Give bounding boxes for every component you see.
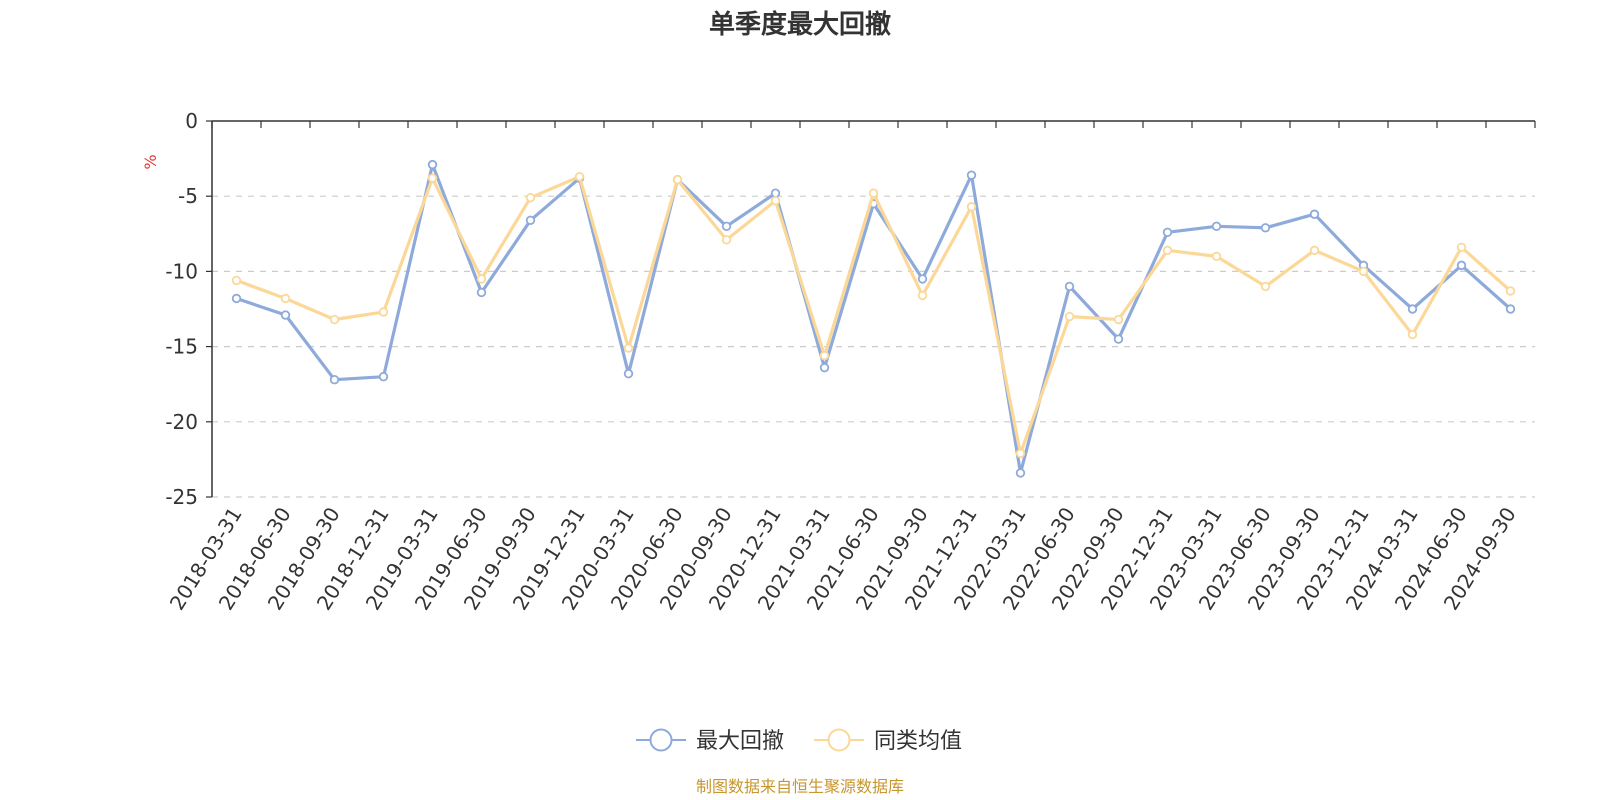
- data-point[interactable]: [329, 314, 340, 325]
- data-point[interactable]: [427, 173, 438, 183]
- data-point[interactable]: [1358, 266, 1369, 277]
- data-point[interactable]: [1064, 281, 1075, 292]
- source-note: 制图数据来自恒生聚源数据库: [696, 777, 904, 796]
- series-line: [235, 163, 1512, 475]
- data-point[interactable]: [1015, 448, 1026, 459]
- data-point[interactable]: [1162, 227, 1173, 237]
- data-point[interactable]: [721, 235, 732, 245]
- data-point[interactable]: [1407, 304, 1418, 314]
- data-point[interactable]: [1113, 314, 1124, 325]
- data-point[interactable]: [525, 193, 536, 203]
- legend-label: 同类均值: [874, 729, 962, 754]
- x-tick-labels: 2018-03-312018-06-302018-09-302018-12-31…: [165, 503, 1521, 614]
- data-point[interactable]: [917, 290, 928, 301]
- data-point[interactable]: [966, 202, 977, 212]
- data-point[interactable]: [231, 293, 242, 304]
- data-point[interactable]: [231, 275, 242, 286]
- legend-label: 最大回撤: [696, 729, 784, 754]
- legend-marker-icon: [827, 728, 851, 752]
- y-tick-label: -15: [165, 335, 198, 359]
- data-point[interactable]: [770, 196, 781, 206]
- data-point[interactable]: [1407, 329, 1418, 340]
- data-point[interactable]: [1211, 251, 1222, 262]
- y-tick-label: -5: [178, 184, 198, 208]
- data-point[interactable]: [280, 310, 291, 320]
- data-point[interactable]: [574, 171, 585, 182]
- data-point[interactable]: [1505, 304, 1516, 314]
- data-point[interactable]: [427, 159, 438, 170]
- chart-title: 单季度最大回撤: [709, 9, 891, 40]
- data-point[interactable]: [280, 293, 291, 304]
- data-point[interactable]: [770, 188, 781, 198]
- data-point[interactable]: [1309, 245, 1320, 256]
- series-1: [231, 159, 1516, 478]
- data-point[interactable]: [966, 170, 977, 180]
- series-layer: [231, 159, 1516, 478]
- data-point[interactable]: [1456, 242, 1467, 253]
- data-point[interactable]: [1309, 209, 1320, 219]
- data-point[interactable]: [819, 362, 830, 373]
- data-point[interactable]: [1211, 221, 1222, 231]
- data-point[interactable]: [819, 350, 830, 361]
- data-point[interactable]: [378, 371, 389, 382]
- legend-item-2[interactable]: 同类均值: [814, 728, 962, 754]
- data-point[interactable]: [1064, 311, 1075, 322]
- data-point[interactable]: [378, 307, 389, 317]
- data-point[interactable]: [623, 368, 634, 379]
- data-point[interactable]: [476, 287, 487, 298]
- data-point[interactable]: [1260, 223, 1271, 233]
- data-point[interactable]: [1456, 260, 1467, 271]
- y-tick-label: -20: [165, 410, 198, 434]
- data-point[interactable]: [868, 188, 879, 198]
- data-point[interactable]: [1260, 281, 1271, 292]
- data-point[interactable]: [329, 374, 340, 385]
- data-point[interactable]: [525, 215, 536, 225]
- y-tick-label: 0: [185, 109, 198, 133]
- series-2: [231, 171, 1516, 459]
- legend-marker-icon: [649, 728, 673, 752]
- data-point[interactable]: [1113, 334, 1124, 344]
- legend-item-1[interactable]: 最大回撤: [636, 728, 784, 754]
- data-point[interactable]: [917, 274, 928, 284]
- legend: 最大回撤 同类均值: [636, 728, 962, 754]
- data-point[interactable]: [1015, 468, 1026, 478]
- axes: [206, 120, 1536, 498]
- y-tick-labels: 0 -5 -10 -15 -20 -25: [165, 109, 198, 509]
- y-tick-label: -10: [165, 259, 198, 283]
- y-tick-label: -25: [165, 485, 198, 509]
- data-point[interactable]: [623, 343, 634, 353]
- data-point[interactable]: [1505, 286, 1516, 296]
- y-axis-unit-label: %: [141, 154, 160, 169]
- data-point[interactable]: [672, 174, 683, 185]
- data-point[interactable]: [476, 274, 487, 284]
- data-point[interactable]: [721, 221, 732, 231]
- data-point[interactable]: [1162, 245, 1173, 256]
